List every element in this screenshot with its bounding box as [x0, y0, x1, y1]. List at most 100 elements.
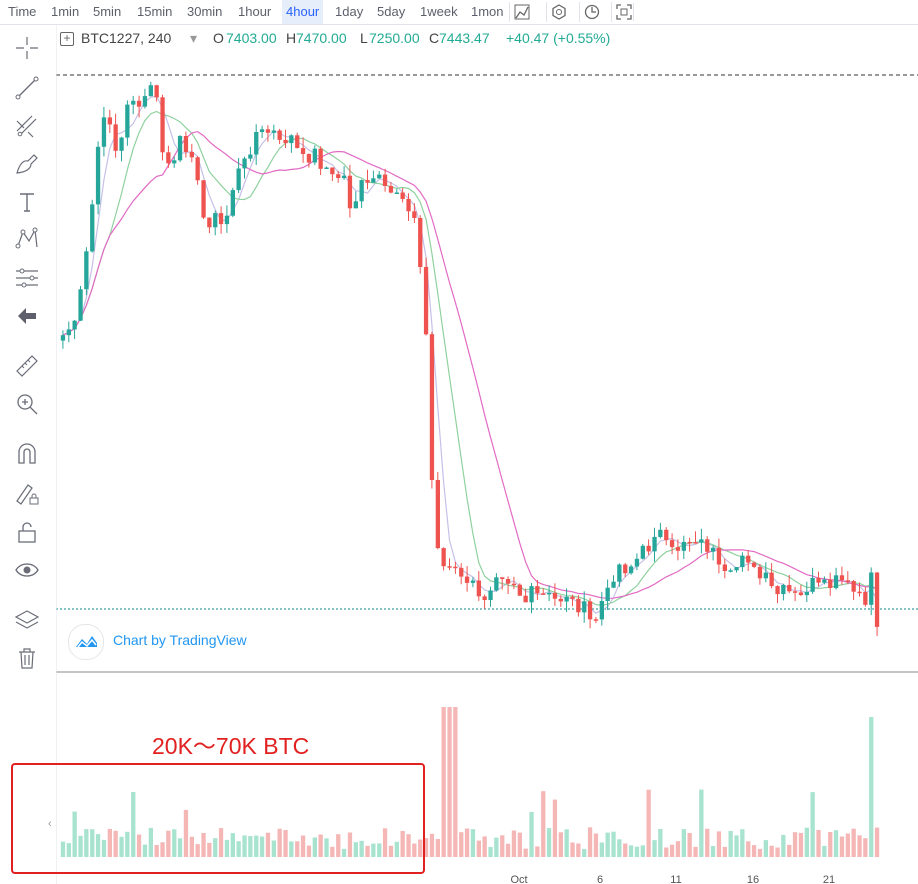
volume-bar	[599, 842, 604, 857]
lock-drawing-icon[interactable]	[14, 481, 40, 507]
candle-body	[675, 547, 681, 551]
volume-bar	[283, 830, 288, 857]
eye-icon[interactable]	[14, 557, 40, 583]
volume-bar	[166, 830, 171, 857]
compare-icon[interactable]	[579, 2, 602, 22]
timeframe-30min[interactable]: 30min	[187, 4, 223, 19]
candle-body	[283, 139, 288, 144]
volume-bar	[236, 841, 241, 857]
timeframe-1mon[interactable]: 1mon	[471, 4, 504, 19]
candle-body	[189, 152, 194, 158]
candle-body	[148, 85, 153, 97]
measure-lines-icon[interactable]	[14, 265, 40, 291]
volume-bar	[570, 842, 575, 857]
candle-body	[213, 213, 218, 228]
add-symbol-icon[interactable]: +	[60, 32, 74, 46]
symbol-label[interactable]: BTC1227, 240	[81, 30, 172, 46]
candle-body	[60, 335, 66, 341]
candle-body	[248, 154, 253, 159]
volume-bar	[605, 832, 610, 857]
open-value: 7403.00	[226, 30, 277, 46]
crosshair-icon[interactable]	[14, 35, 40, 61]
trend-line-icon[interactable]	[14, 75, 40, 101]
candle-body	[681, 541, 686, 551]
fullscreen-icon[interactable]	[611, 2, 634, 22]
candle-body	[435, 480, 440, 549]
symbol-dropdown-icon[interactable]: ▾	[190, 30, 198, 46]
candle-body	[353, 201, 358, 209]
volume-bar	[781, 834, 786, 857]
candle-body	[763, 572, 768, 579]
timeframe-1min[interactable]: 1min	[51, 4, 80, 19]
candle-body	[845, 580, 850, 582]
unlock-icon[interactable]	[14, 519, 40, 545]
candle-body	[271, 130, 276, 133]
candle-body	[318, 148, 323, 169]
indicators-icon[interactable]	[546, 2, 569, 22]
volume-bar	[142, 844, 148, 857]
trash-icon[interactable]	[14, 645, 40, 671]
layers-icon[interactable]	[14, 607, 40, 633]
timeframe-5min[interactable]: 5min	[93, 4, 122, 19]
volume-bar	[230, 833, 235, 857]
candle-body	[505, 579, 511, 584]
candle-body	[177, 136, 183, 161]
candle-body	[470, 580, 476, 583]
candle-body	[529, 586, 534, 603]
candle-body	[751, 562, 757, 567]
timeframe-5day[interactable]: 5day	[377, 4, 406, 19]
volume-bar	[470, 829, 476, 857]
volume-bar	[60, 841, 66, 857]
volume-bar	[353, 842, 358, 857]
candle-body	[828, 579, 833, 588]
volume-bar	[833, 830, 839, 857]
volume-bar	[705, 828, 710, 857]
volume-bar	[675, 841, 681, 857]
volume-bar	[693, 846, 698, 857]
volume-bar	[318, 834, 323, 857]
candle-body	[330, 167, 335, 175]
back-arrow-icon[interactable]	[14, 303, 40, 329]
ruler-icon[interactable]	[14, 353, 40, 379]
timeframe-1day[interactable]: 1day	[335, 4, 364, 19]
zoom-in-icon[interactable]	[14, 391, 40, 417]
volume-bar	[213, 838, 218, 857]
collapse-arrow-icon[interactable]: ‹	[48, 818, 52, 830]
pattern-icon[interactable]	[14, 226, 40, 252]
timeframe-4hour[interactable]: 4hour	[282, 0, 324, 24]
candle-body	[459, 567, 464, 577]
price-chart[interactable]: Oct 6 11 16 21	[56, 25, 918, 884]
magnet-icon[interactable]	[14, 441, 40, 467]
volume-bar	[341, 848, 347, 857]
volume-bar	[265, 832, 271, 857]
volume-bar	[845, 833, 850, 857]
brush-icon[interactable]	[14, 151, 40, 177]
text-icon[interactable]	[14, 189, 40, 215]
volume-bar	[412, 843, 417, 857]
candle-body	[816, 577, 821, 583]
candle-body	[160, 97, 165, 153]
candle-body	[705, 539, 710, 552]
timeframe-15min[interactable]: 15min	[137, 4, 173, 19]
volume-bar	[259, 836, 265, 857]
candle-body	[183, 136, 189, 152]
volume-bar	[277, 828, 282, 857]
volume-bar	[435, 839, 440, 857]
volume-bar	[119, 836, 124, 857]
candle-body	[201, 180, 206, 218]
bar-type-icon[interactable]	[509, 2, 532, 22]
volume-bar	[874, 827, 880, 857]
volume-bar	[628, 845, 634, 857]
candle-body	[874, 572, 880, 627]
candle-body	[453, 566, 458, 569]
volume-bar	[634, 846, 640, 857]
timeframe-1week[interactable]: 1week	[420, 4, 458, 19]
volume-bar	[131, 792, 136, 857]
volume-bar	[207, 842, 212, 857]
timeframe-1hour[interactable]: 1hour	[238, 4, 272, 19]
volume-bar	[535, 846, 540, 857]
timeframe-time[interactable]: Time	[8, 4, 37, 19]
volume-bar	[798, 832, 804, 857]
volume-bar	[218, 828, 224, 857]
fib-icon[interactable]	[14, 113, 40, 139]
